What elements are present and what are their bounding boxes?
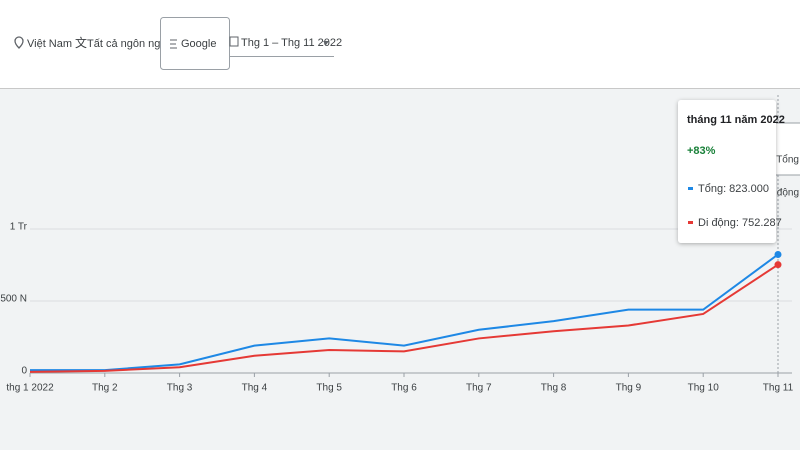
dropdown-arrow [323, 41, 329, 45]
date-filter[interactable]: Thg 1 – Thg 11 2022 [229, 36, 342, 57]
plot: 0 500 N 1 Tr thg 1 2022 Thg 2 Thg 3 Thg 4 Thg 5… [0, 95, 800, 394]
x-tick-label: Thg 2 [92, 383, 118, 394]
x-tick-label: Thg 5 [316, 383, 342, 394]
translate-icon: 文 [75, 35, 87, 50]
series-line [30, 253, 779, 372]
tooltip-swatch [688, 187, 693, 190]
language-text: Tất cả ngôn ngữ [87, 38, 168, 50]
y-tick-label: 1 Tr [10, 222, 28, 233]
pin-icon [14, 36, 24, 49]
tooltip-entry: Di động: 752.287 [698, 217, 782, 229]
y-tick-label: 0 [21, 366, 27, 377]
y-tick-label: 500 N [0, 294, 27, 305]
x-tick-label: Thg 11 [763, 383, 794, 394]
language-filter[interactable]: 文 Tất cả ngôn ngữ [75, 35, 168, 50]
tooltip-change: +83% [687, 145, 716, 157]
tooltip-box [678, 100, 776, 243]
x-tick-label: thg 1 2022 [6, 383, 54, 394]
x-tick-label: Thg 9 [616, 383, 642, 394]
calendar-icon [229, 36, 239, 47]
x-tick-label: Thg 8 [541, 383, 567, 394]
x-tick-label: Thg 7 [466, 383, 492, 394]
location-filter[interactable]: Việt Nam [14, 36, 72, 50]
x-tick-label: Thg 3 [167, 383, 193, 394]
chart-area [0, 88, 800, 450]
location-text: Việt Nam [27, 38, 72, 50]
tooltip-entry: Tổng: 823.000 [698, 183, 769, 195]
network-text: Google [181, 38, 216, 50]
toolbar [0, 0, 800, 88]
x-tick-label: Thg 10 [688, 383, 720, 394]
hover-point [774, 261, 782, 269]
tooltip-swatch [688, 221, 693, 224]
series-line [29, 263, 779, 373]
hover-point [774, 250, 782, 258]
legend-label: Tổng [776, 154, 799, 166]
tooltip-title: tháng 11 năm 2022 [687, 114, 785, 126]
network-filter[interactable]: Google [160, 17, 230, 70]
x-tick-label: Thg 4 [242, 383, 268, 394]
x-tick-label: Thg 6 [391, 383, 417, 394]
legend-label: Di động [765, 188, 799, 199]
network-icon [170, 39, 177, 49]
date-text: Thg 1 – Thg 11 2022 [241, 37, 342, 49]
